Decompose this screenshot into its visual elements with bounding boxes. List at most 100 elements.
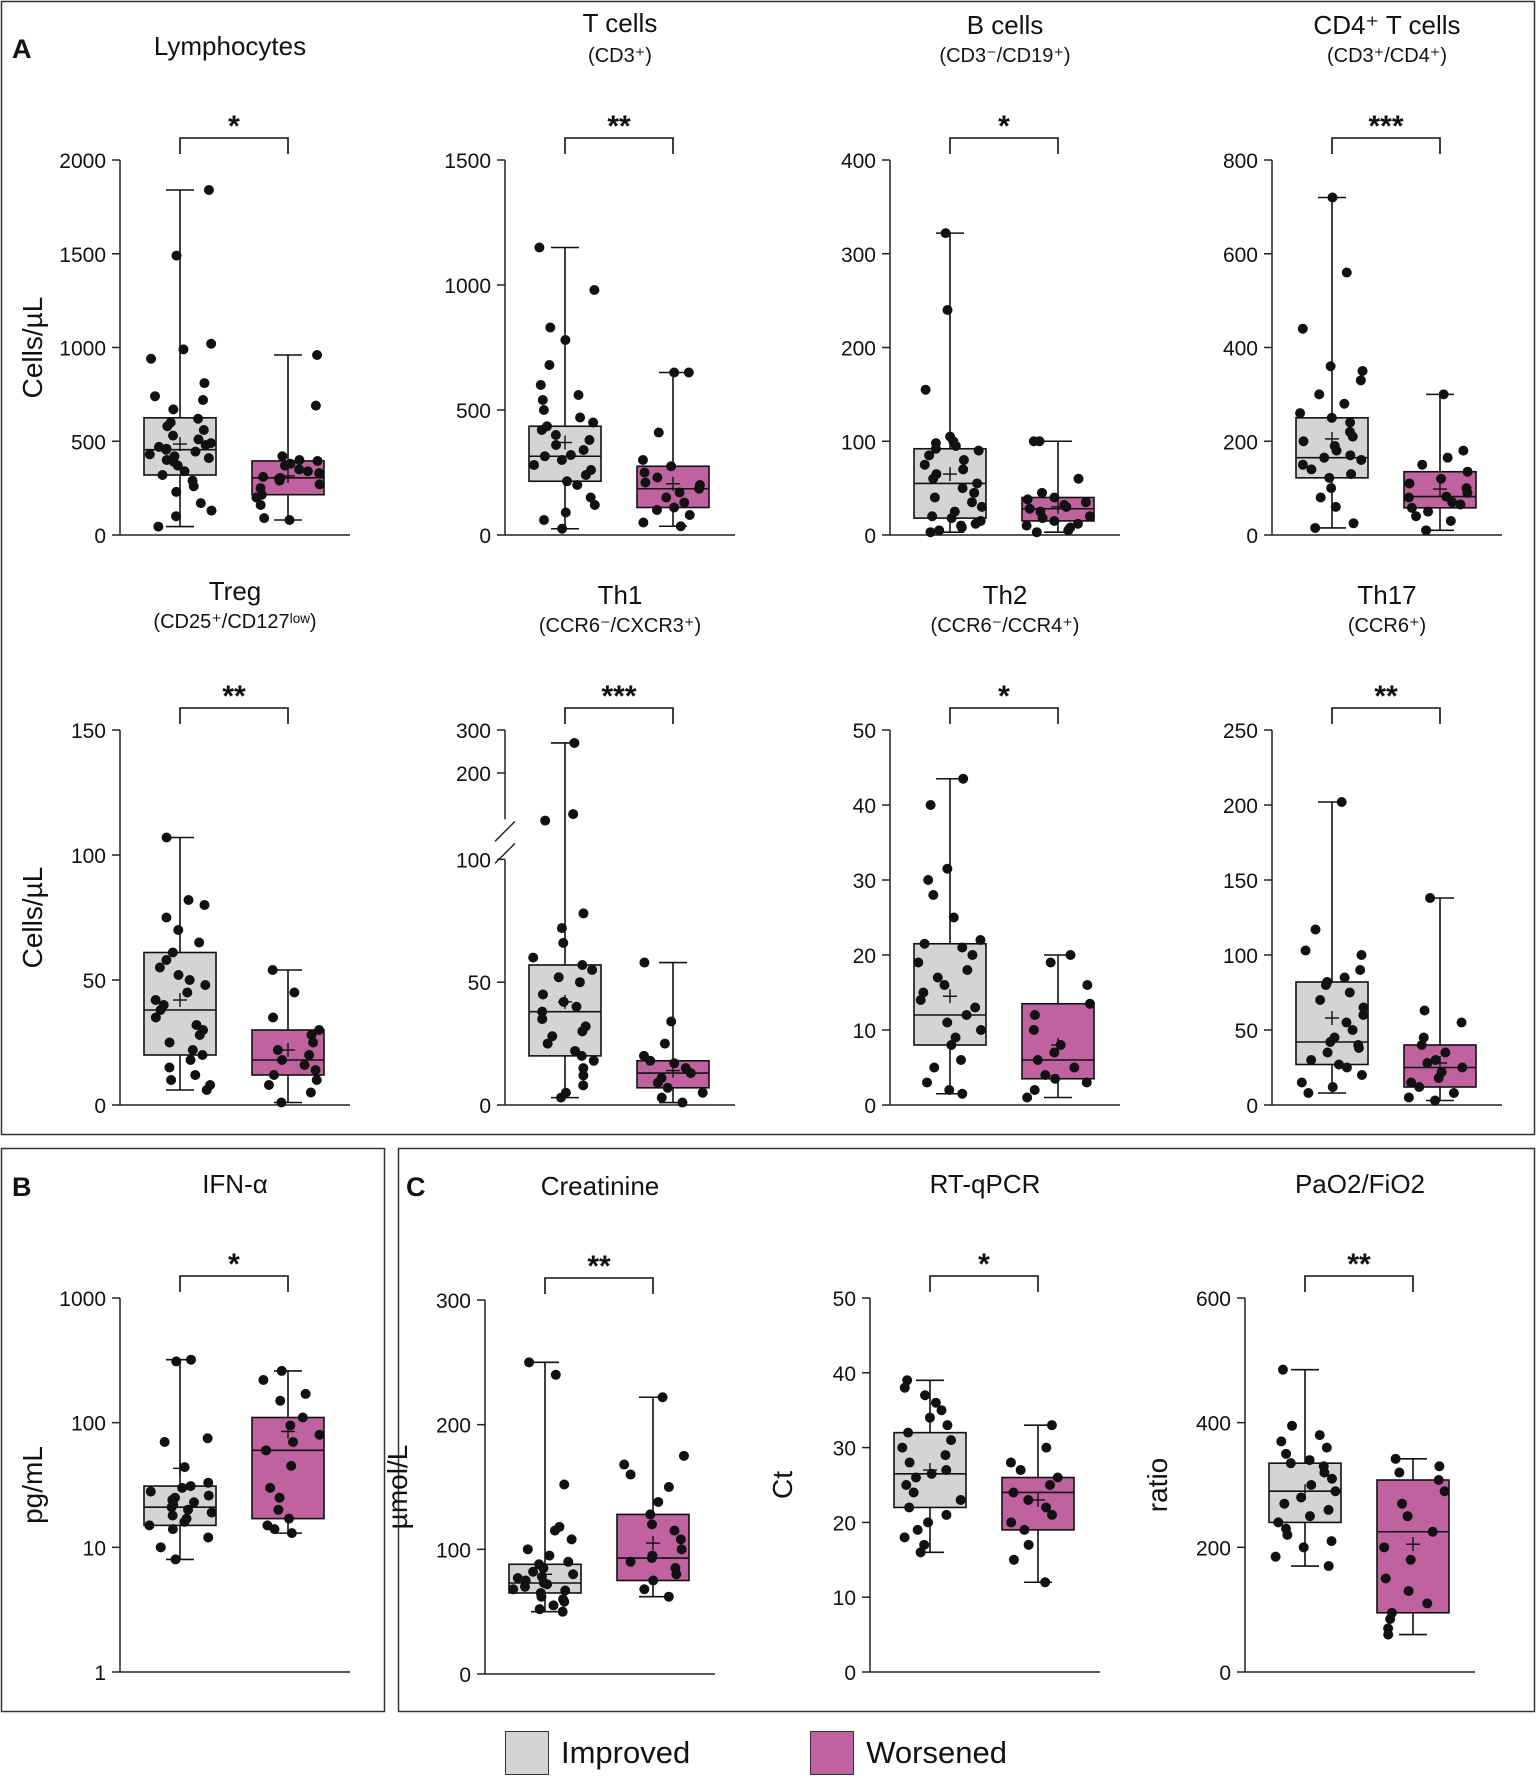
data-point — [512, 1573, 523, 1584]
data-point — [1041, 1442, 1052, 1453]
data-point — [647, 1550, 658, 1561]
data-point — [1304, 1455, 1315, 1466]
y-tick-label: 100 — [71, 845, 106, 868]
data-point — [1318, 1461, 1329, 1472]
data-point — [258, 471, 269, 482]
data-point — [584, 435, 595, 445]
chart-title: Creatinine — [541, 1171, 660, 1201]
y-tick-label: 200 — [1223, 795, 1258, 818]
data-point — [958, 455, 969, 465]
data-point — [185, 1481, 196, 1492]
data-point — [171, 250, 182, 261]
data-point — [570, 1045, 581, 1056]
data-point — [537, 1006, 548, 1017]
y-tick-label: 1000 — [59, 338, 106, 361]
y-tick-label: 100 — [841, 431, 876, 454]
data-point — [1356, 950, 1367, 960]
data-point — [314, 468, 325, 479]
data-point — [1073, 473, 1084, 484]
data-point — [1277, 1364, 1288, 1375]
data-point — [299, 1060, 310, 1070]
y-axis-label: Ct — [767, 1471, 798, 1499]
data-point — [508, 1584, 519, 1595]
data-point — [294, 455, 305, 465]
data-point — [173, 925, 184, 935]
data-point — [1417, 459, 1428, 470]
significance-stars: ** — [587, 1250, 611, 1283]
data-point — [553, 972, 564, 983]
data-point — [255, 500, 266, 510]
data-point — [286, 1460, 297, 1471]
data-point — [193, 413, 204, 424]
data-point — [973, 445, 984, 456]
data-point — [1034, 436, 1045, 447]
chart-title: PaO2/FiO2 — [1295, 1169, 1425, 1199]
data-point — [958, 773, 969, 784]
data-point — [931, 469, 942, 480]
y-axis-label: Cells/µL — [17, 297, 48, 399]
data-point — [206, 338, 217, 349]
data-point — [312, 350, 323, 360]
data-point — [1036, 487, 1047, 498]
data-point — [975, 1025, 986, 1035]
data-point — [1344, 426, 1355, 437]
data-point — [1323, 1561, 1334, 1572]
data-point — [662, 1082, 673, 1093]
data-point — [578, 908, 589, 919]
data-point — [182, 987, 193, 998]
data-point — [939, 980, 950, 990]
data-point — [1049, 1047, 1060, 1058]
data-point — [588, 1055, 599, 1066]
data-point — [651, 505, 662, 515]
data-point — [1315, 995, 1326, 1005]
data-point — [1386, 1607, 1397, 1618]
data-point — [167, 1524, 178, 1535]
data-point — [674, 487, 685, 498]
data-point — [311, 1075, 322, 1085]
y-axis-label: µmol/L — [382, 1445, 413, 1530]
data-point — [666, 1016, 677, 1027]
data-point — [557, 1606, 568, 1617]
data-point — [920, 1390, 931, 1401]
data-point — [199, 378, 210, 389]
data-point — [904, 1457, 915, 1468]
data-point — [178, 344, 189, 355]
data-point — [1355, 965, 1366, 975]
data-point — [1418, 1032, 1429, 1043]
data-point — [542, 421, 553, 432]
data-point — [915, 1547, 926, 1558]
chart-10: 0 10 20 30 40 50 RT-qPCR Ct * — [767, 1169, 1100, 1685]
y-tick-label: 10 — [83, 1537, 106, 1560]
data-point — [1022, 494, 1033, 505]
panel-c-frame — [397, 1147, 1536, 1713]
data-point — [653, 1496, 664, 1507]
data-point — [1044, 1480, 1055, 1490]
data-point — [904, 1502, 915, 1513]
chart-7: 0 50 100 150 200 250 Th17 (CCR6⁺) ** — [1223, 580, 1502, 1118]
data-point — [697, 1087, 708, 1098]
data-point — [181, 1513, 192, 1524]
data-point — [161, 443, 172, 454]
data-point — [1421, 525, 1432, 536]
data-point — [275, 1395, 286, 1406]
data-point — [919, 938, 930, 949]
data-point — [901, 1480, 912, 1490]
y-tick-label: 100 — [456, 849, 491, 872]
data-point — [150, 995, 161, 1005]
legend: Improved Worsened — [505, 1731, 1127, 1775]
data-point — [197, 1050, 208, 1060]
data-point — [1082, 980, 1093, 990]
data-point — [1029, 1085, 1040, 1095]
data-point — [1021, 520, 1032, 531]
data-point — [919, 459, 930, 470]
significance-bracket — [929, 1275, 1039, 1292]
y-tick-label: 30 — [853, 870, 876, 893]
data-point — [1306, 464, 1317, 475]
data-point — [913, 957, 924, 968]
data-point — [306, 1030, 317, 1040]
data-point — [578, 445, 589, 455]
data-point — [565, 450, 576, 460]
data-point — [1323, 1504, 1334, 1515]
data-point — [676, 1544, 687, 1555]
